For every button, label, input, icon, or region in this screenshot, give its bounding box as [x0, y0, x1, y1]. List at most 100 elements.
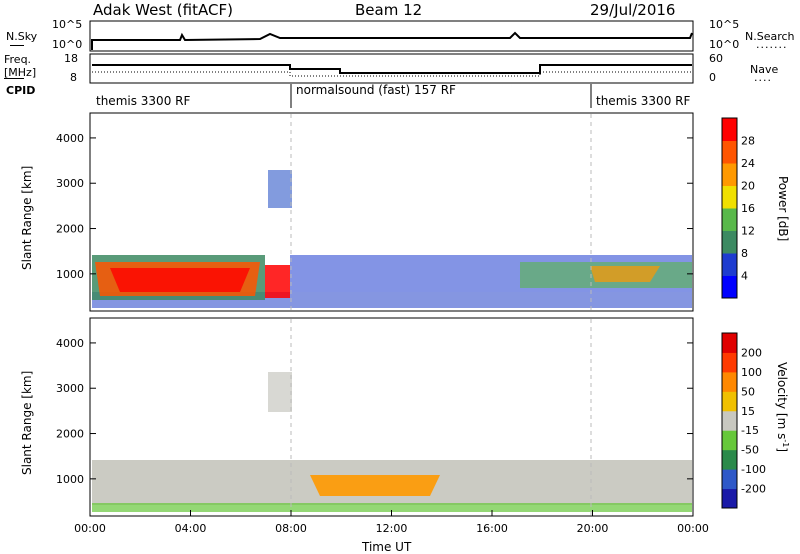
nsky-trace: [91, 31, 693, 50]
velocity-blob-noon: [310, 475, 440, 496]
velocity-colorbar-swatch: [722, 449, 737, 470]
power-ytick-label: 4000: [56, 132, 84, 145]
nsky-panel-frame: [89, 20, 694, 52]
freq-panel-frame: [89, 53, 694, 84]
power-blob-eve-hot: [590, 266, 660, 282]
cpid-segment-1: themis 3300 RF: [96, 94, 191, 108]
freq-tick-bottom: 8: [70, 71, 77, 84]
nsearch-label: N.Search: [745, 30, 795, 43]
power-colorbar: 28 24 20 16 12 8 4: [721, 117, 755, 299]
velocity-colorbar-tick: -50: [741, 444, 759, 457]
velocity-colorbar-tick: -100: [741, 463, 766, 476]
power-heatmap: [92, 114, 692, 310]
power-colorbar-tick: 28: [741, 135, 755, 148]
nave-tick-bottom: 0: [709, 71, 716, 84]
power-colorbar-swatch: [722, 253, 737, 276]
power-colorbar-swatch: [722, 230, 737, 254]
velocity-colorbar-swatch: [722, 333, 737, 353]
beam-label: Beam 12: [355, 1, 423, 19]
xtick-label: 08:00: [275, 522, 307, 535]
power-colorbar-swatch: [722, 140, 737, 164]
freq-label: Freq.: [4, 53, 32, 66]
xtick-label: 16:00: [476, 522, 508, 535]
nsky-tick-bottom: 10^0: [52, 38, 83, 51]
xtick-label: 00:00: [677, 522, 709, 535]
velocity-colorbar-tick: -15: [741, 424, 759, 437]
velocity-colorbar-tick: -200: [741, 483, 766, 496]
velocity-colorbar-tick: 200: [741, 346, 762, 359]
power-colorbar-tick: 16: [741, 202, 755, 215]
freq-underline: [4, 78, 24, 79]
power-blob-high: [268, 170, 292, 208]
velocity-colorbar-swatch: [722, 371, 737, 392]
velocity-colorbar-swatch: [722, 488, 737, 509]
freq-tick-top: 18: [64, 52, 78, 65]
power-colorbar-tick: 20: [741, 180, 755, 193]
freq-unit-label: [MHz]: [4, 66, 37, 79]
power-ylabel: Slant Range [km]: [20, 165, 34, 270]
power-ytick-label: 1000: [56, 268, 84, 281]
date-label: 29/Jul/2016: [590, 1, 676, 19]
xlabel: Time UT: [362, 540, 412, 554]
power-colorbar-swatch: [722, 208, 737, 231]
nsky-tick-top: 10^5: [52, 18, 83, 31]
nsky-underline: [10, 45, 24, 46]
power-colorbar-tick: 8: [741, 247, 748, 260]
velocity-ytick-label: 4000: [56, 337, 84, 350]
velocity-colorbar-frame: [721, 332, 738, 509]
xticks: 00:00 04:00 08:00 12:00 16:00 20:00 00:00: [74, 510, 709, 535]
power-colorbar-swatch: [722, 118, 737, 141]
nsearch-tick-top: 10^5: [709, 18, 740, 31]
freq-trace: [92, 64, 692, 74]
velocity-colorbar: 200 100 50 15 -15 -50 -100 -200: [721, 332, 766, 509]
velocity-colorbar-swatch: [722, 410, 737, 431]
power-colorbar-frame: [721, 117, 738, 299]
power-colorbar-tick: 4: [741, 270, 748, 283]
velocity-yticks: 4000 3000 2000 1000: [56, 337, 693, 486]
velocity-band-low: [92, 503, 692, 512]
velocity-ytick-label: 3000: [56, 382, 84, 395]
velocity-colorbar-label: Velocity [m s-1]: [775, 362, 790, 452]
nsearch-dots: .......: [756, 38, 788, 51]
power-colorbar-tick: 12: [741, 225, 755, 238]
cpid-label: CPID: [6, 84, 36, 97]
xtick-label: 04:00: [175, 522, 207, 535]
cpid-segment-3: themis 3300 RF: [596, 94, 691, 108]
velocity-ytick-label: 1000: [56, 473, 84, 486]
nave-tick-top: 60: [709, 52, 723, 65]
power-colorbar-swatch: [722, 185, 737, 209]
power-colorbar-swatch: [722, 163, 737, 186]
power-blob-hot: [110, 268, 250, 292]
power-blob-post: [265, 265, 290, 298]
velocity-colorbar-swatch: [722, 352, 737, 373]
xtick-label: 00:00: [74, 522, 106, 535]
cpid-segment-2: normalsound (fast) 157 RF: [296, 83, 456, 97]
nave-label: Nave: [750, 63, 779, 76]
nsearch-tick-bottom: 10^0: [709, 38, 740, 51]
velocity-colorbar-swatch: [722, 469, 737, 490]
velocity-colorbar-tick: 15: [741, 405, 755, 418]
velocity-heatmap: [92, 319, 692, 515]
power-colorbar-tick: 24: [741, 157, 755, 170]
power-colorbar-label: Power [dB]: [776, 176, 790, 242]
velocity-ytick-label: 2000: [56, 428, 84, 441]
velocity-colorbar-label-end: ]: [775, 447, 789, 452]
velocity-colorbar-swatch: [722, 391, 737, 412]
xtick-label: 12:00: [376, 522, 408, 535]
power-yticks: 4000 3000 2000 1000: [56, 132, 693, 281]
power-ytick-label: 3000: [56, 177, 84, 190]
velocity-blob-high: [268, 372, 292, 412]
nave-trace: [92, 71, 692, 77]
velocity-colorbar-swatch: [722, 430, 737, 451]
velocity-colorbar-tick: 50: [741, 385, 755, 398]
power-colorbar-swatch: [722, 275, 737, 299]
nsky-label: N.Sky: [6, 30, 38, 43]
nave-dots: ....: [754, 71, 772, 84]
velocity-colorbar-label-text: Velocity [m s: [775, 362, 789, 440]
velocity-colorbar-tick: 100: [741, 366, 762, 379]
power-ytick-label: 2000: [56, 223, 84, 236]
velocity-ylabel: Slant Range [km]: [20, 370, 34, 475]
xtick-label: 20:00: [577, 522, 609, 535]
plot-title: Adak West (fitACF): [93, 1, 233, 19]
